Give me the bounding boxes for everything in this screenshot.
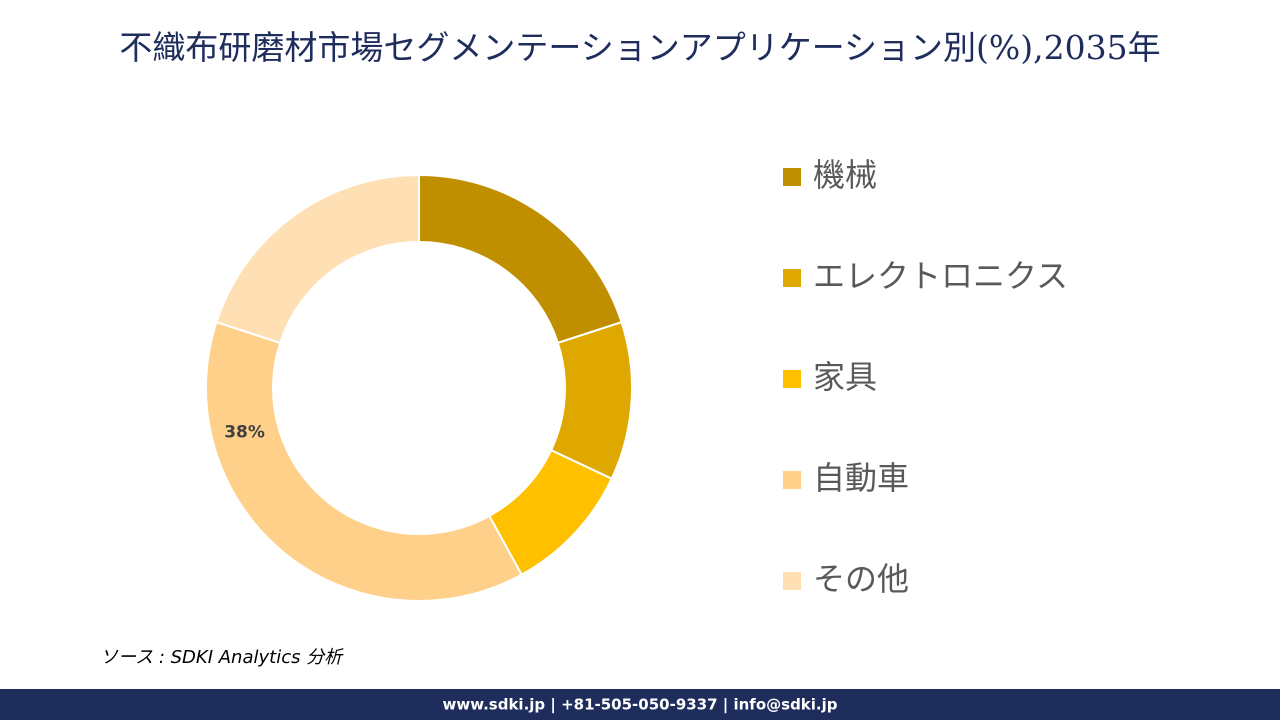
legend-label: 機械 bbox=[813, 156, 877, 194]
legend-label: エレクトロニクス bbox=[813, 257, 1068, 295]
legend-swatch bbox=[783, 572, 801, 590]
legend-label: その他 bbox=[813, 560, 909, 598]
data-label: 38% bbox=[224, 422, 265, 442]
chart-title: 不織布研磨材市場セグメンテーションアプリケーション別(%),2035年 bbox=[119, 28, 1160, 67]
source: ソース : SDKI Analytics 分析 bbox=[100, 647, 344, 668]
legend-swatch bbox=[783, 370, 801, 388]
legend-swatch bbox=[783, 269, 801, 287]
donut-segment bbox=[215, 173, 420, 345]
donut-segment bbox=[418, 173, 623, 345]
legend-swatch bbox=[783, 471, 801, 489]
footer: www.sdki.jp | +81-505-050-9337 | info@sd… bbox=[442, 696, 837, 715]
footer-bar bbox=[0, 689, 1280, 720]
donut-segment bbox=[205, 320, 523, 602]
legend-swatch bbox=[783, 168, 801, 186]
legend-label: 自動車 bbox=[813, 459, 909, 497]
legend-label: 家具 bbox=[813, 358, 877, 396]
